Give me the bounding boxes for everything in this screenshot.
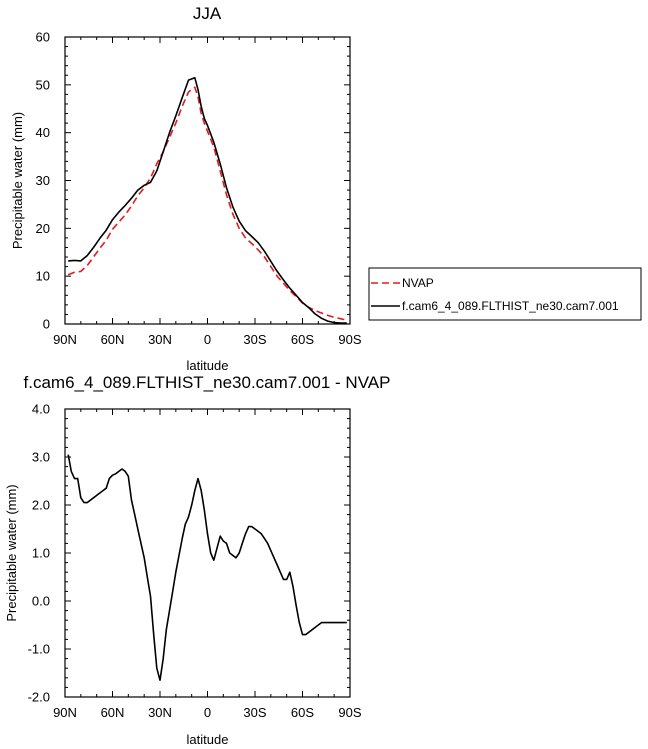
y-tick-label: 4.0 [32, 402, 50, 417]
legend-box [368, 267, 642, 321]
y-axis-label: Precipitable water (mm) [10, 112, 25, 249]
y-tick-label: 0 [43, 317, 50, 332]
x-tick-label: 30S [243, 705, 266, 720]
y-tick-label: 1.0 [32, 546, 50, 561]
x-tick-label: 60S [291, 332, 314, 347]
series-line-difference [67, 454, 347, 682]
legend-label-model: f.cam6_4_089.FLTHIST_ne30.cam7.001 [402, 299, 619, 313]
y-tick-label: -2.0 [28, 690, 50, 705]
legend-label-nvap: NVAP [402, 276, 434, 290]
y-tick-label: 30 [36, 173, 50, 188]
series-line-f-cam6-4-089-flthist-ne30-cam7-001 [68, 76, 347, 324]
y-tick-label: 60 [36, 30, 50, 45]
legend: NVAP f.cam6_4_089.FLTHIST_ne30.cam7.001 [368, 267, 642, 321]
chart-title: JJA [193, 4, 222, 23]
x-axis-label: latitude [187, 358, 229, 373]
chart-title: f.cam6_4_089.FLTHIST_ne30.cam7.001 - NVA… [24, 373, 391, 392]
plot-frame [64, 408, 351, 698]
x-tick-label: 30N [148, 705, 172, 720]
chart-difference: f.cam6_4_089.FLTHIST_ne30.cam7.001 - NVA… [4, 373, 390, 747]
chart-jja: JJA 90N 60N 30N 0 30S 60S 90S 0 10 20 30 40 50 60 lat… [10, 4, 362, 373]
y-tick-label: 0.0 [32, 594, 50, 609]
x-tick-label: 60N [101, 705, 125, 720]
x-axis-label: latitude [187, 732, 229, 747]
y-tick-label: 40 [36, 125, 50, 140]
y-tick-label: 2.0 [32, 498, 50, 513]
x-tick-label: 60S [291, 705, 314, 720]
x-tick-label: 30S [243, 332, 266, 347]
y-tick-label: 20 [36, 221, 50, 236]
plot-frame [64, 36, 351, 325]
series-line-nvap [67, 86, 347, 321]
x-tick-label: 90N [53, 332, 77, 347]
x-tick-label: 0 [204, 705, 211, 720]
x-tick-label: 60N [101, 332, 125, 347]
y-tick-label: 3.0 [32, 450, 50, 465]
x-tick-label: 90S [338, 705, 361, 720]
y-axis-label: Precipitable water (mm) [4, 484, 19, 621]
y-tick-label: -1.0 [28, 642, 50, 657]
y-tick-label: 10 [36, 269, 50, 284]
x-tick-label: 0 [204, 332, 211, 347]
x-tick-label: 30N [148, 332, 172, 347]
x-tick-label: 90S [338, 332, 361, 347]
y-tick-label: 50 [36, 77, 50, 92]
x-tick-label: 90N [53, 705, 77, 720]
